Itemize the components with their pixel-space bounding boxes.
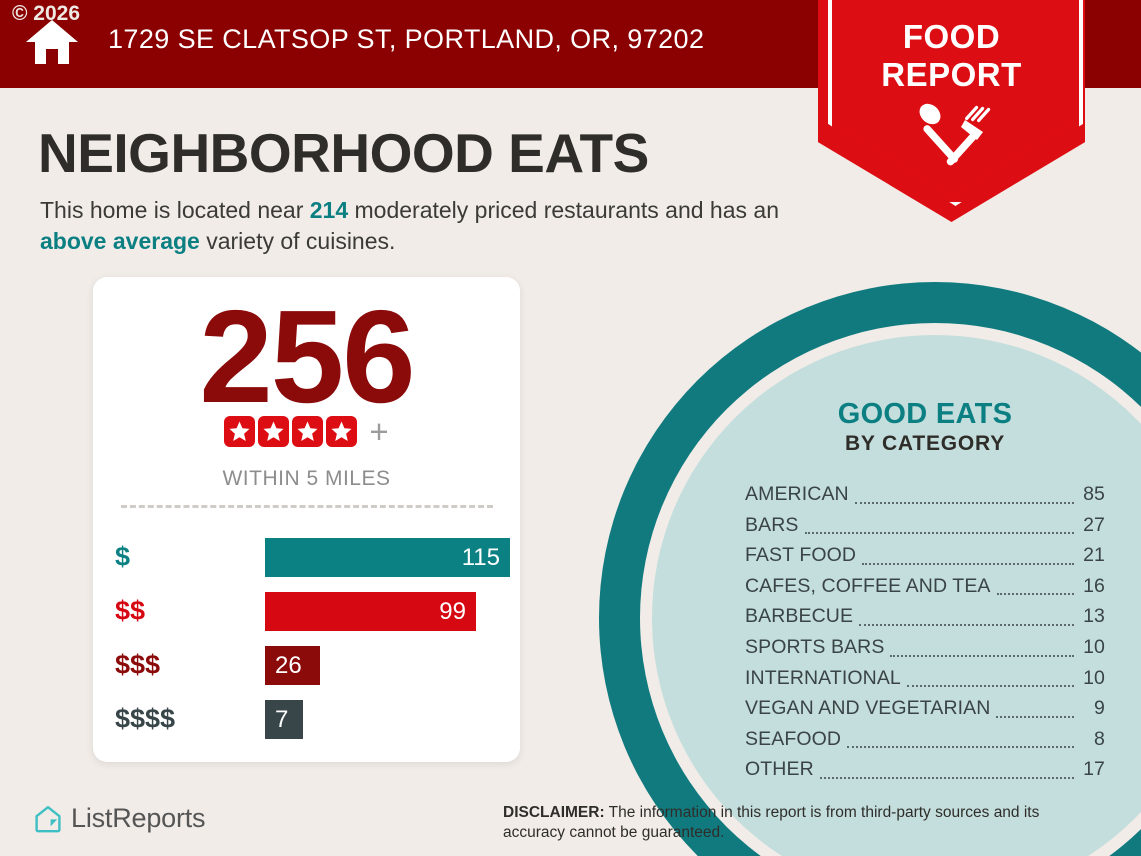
badge-white-border: [828, 0, 1083, 206]
category-name: INTERNATIONAL: [745, 666, 901, 689]
category-leader-dots: [859, 623, 1074, 626]
category-leader-dots: [847, 746, 1074, 749]
price-bar-fill: 99: [265, 592, 476, 631]
subtitle-variety-rating: above average: [40, 228, 200, 254]
category-name: CAFES, COFFEE AND TEA: [745, 574, 991, 597]
price-level-label: $: [115, 541, 131, 572]
category-count: 8: [1094, 727, 1105, 750]
badge-title: FOOD REPORT: [818, 18, 1085, 94]
category-leader-dots: [996, 715, 1074, 718]
category-leader-dots: [804, 532, 1074, 535]
price-bar-value: 7: [275, 705, 289, 733]
within-distance-label: WITHIN 5 MILES: [222, 467, 391, 490]
price-bar-row: $115: [93, 532, 520, 582]
price-bar-fill: 7: [265, 700, 303, 739]
subtitle-restaurant-count: 214: [309, 197, 349, 223]
star-rating-row: +: [93, 412, 520, 450]
category-leader-dots: [906, 685, 1074, 688]
category-leader-dots: [996, 593, 1074, 596]
category-name: BARS: [745, 513, 799, 536]
subtitle-part1: This home is located near: [40, 197, 310, 223]
category-leader-dots: [819, 776, 1074, 779]
category-name: SEAFOOD: [745, 727, 842, 750]
price-level-label: $$: [115, 595, 146, 626]
category-name: AMERICAN: [745, 483, 849, 505]
category-name: SPORTS BARS: [745, 635, 885, 658]
disclaimer-label: DISCLAIMER:: [503, 804, 605, 821]
category-row: BARBECUE 13: [745, 601, 1105, 632]
category-row: OTHER 17: [745, 754, 1105, 785]
category-row: INTERNATIONAL 10: [745, 663, 1105, 694]
price-level-bar-chart: $115 $$ 99 $$$ 26 $$$$ 7: [93, 532, 520, 748]
category-name: BARBECUE: [745, 605, 854, 628]
category-row: VEGAN AND VEGETARIAN 9: [745, 693, 1105, 724]
good-eats-title: GOOD EATS: [837, 398, 1013, 430]
restaurant-stats-card: 256 + WITHIN 5 MILES $115 $$ 99 $$$ 26 $$$$ 7: [93, 277, 520, 762]
category-count: 9: [1094, 697, 1105, 720]
card-divider: [121, 505, 493, 508]
price-bar-track: 115: [265, 538, 510, 577]
star-icon: [258, 416, 290, 447]
page-title: NEIGHBORHOOD EATS: [38, 122, 649, 184]
disclaimer-text: DISCLAIMER: The information in this repo…: [503, 803, 1103, 843]
category-count: 10: [1083, 635, 1105, 658]
category-name: OTHER: [745, 758, 814, 781]
badge-title-line2: REPORT: [881, 56, 1022, 93]
copyright-watermark: © 2026: [12, 2, 81, 25]
teal-inner-circle-decoration: [652, 335, 1141, 856]
subtitle-part3: variety of cuisines.: [199, 228, 396, 254]
category-count: 17: [1083, 758, 1105, 781]
category-leader-dots: [890, 654, 1074, 657]
price-bar-fill: 26: [265, 646, 320, 685]
category-row: FAST FOOD 21: [745, 540, 1105, 571]
good-eats-panel: GOOD EATS BY CATEGORY AMERICAN 85 BARS 27 FA…: [745, 398, 1105, 785]
category-count: 27: [1083, 513, 1105, 536]
price-bar-row: $$$ 26: [93, 640, 520, 690]
category-row: SEAFOOD 8: [745, 724, 1105, 755]
price-bar-track: 26: [265, 646, 320, 685]
category-leader-dots: [862, 562, 1074, 565]
price-level-label: $$$: [115, 649, 161, 680]
category-list: AMERICAN 85 BARS 27 FAST FOOD 21 CAFES, COFFEE…: [745, 479, 1105, 785]
subtitle-part2: moderately priced restaurants and has an: [348, 197, 779, 223]
page-subtitle: This home is located near 214 moderately…: [40, 195, 800, 257]
category-row: SPORTS BARS 10: [745, 632, 1105, 663]
price-bar-value: 115: [461, 543, 500, 571]
price-bar-track: 7: [265, 700, 303, 739]
category-count: 16: [1083, 574, 1105, 597]
star-icon: [326, 416, 358, 447]
price-bar-value: 26: [275, 651, 302, 679]
listreports-logo[interactable]: ListReports: [33, 803, 206, 834]
star-icon: [224, 416, 256, 447]
good-eats-subtitle: BY CATEGORY: [844, 432, 1006, 455]
disclaimer-body: The information in this report is from t…: [503, 804, 1040, 841]
price-bar-track: 99: [265, 592, 476, 631]
category-name: VEGAN AND VEGETARIAN: [745, 697, 991, 720]
restaurant-count-total: 256: [199, 283, 415, 430]
price-bar-row: $$ 99: [93, 586, 520, 636]
price-level-label: $$$$: [115, 703, 176, 734]
category-row: AMERICAN 85: [745, 479, 1105, 510]
badge-title-line1: FOOD: [902, 18, 1001, 55]
price-bar-value: 99: [439, 597, 466, 625]
category-count: 85: [1083, 483, 1105, 505]
star-plus-symbol: +: [369, 412, 389, 450]
food-report-badge: FOOD REPORT: [818, 0, 1085, 222]
category-count: 21: [1083, 544, 1105, 567]
house-tag-icon: [35, 805, 61, 832]
category-leader-dots: [854, 501, 1074, 504]
property-address: 1729 SE CLATSOP ST, PORTLAND, OR, 97202: [108, 24, 705, 54]
category-row: CAFES, COFFEE AND TEA 16: [745, 571, 1105, 602]
price-bar-row: $$$$ 7: [93, 694, 520, 744]
category-name: FAST FOOD: [745, 544, 857, 567]
spoon-fork-icon: [919, 103, 990, 166]
category-count: 10: [1083, 666, 1105, 689]
home-icon: [26, 20, 78, 64]
category-count: 13: [1083, 605, 1105, 628]
price-bar-fill: 115: [265, 538, 510, 577]
star-icon: [292, 416, 324, 447]
category-row: BARS 27: [745, 510, 1105, 541]
listreports-wordmark: ListReports: [71, 803, 206, 833]
